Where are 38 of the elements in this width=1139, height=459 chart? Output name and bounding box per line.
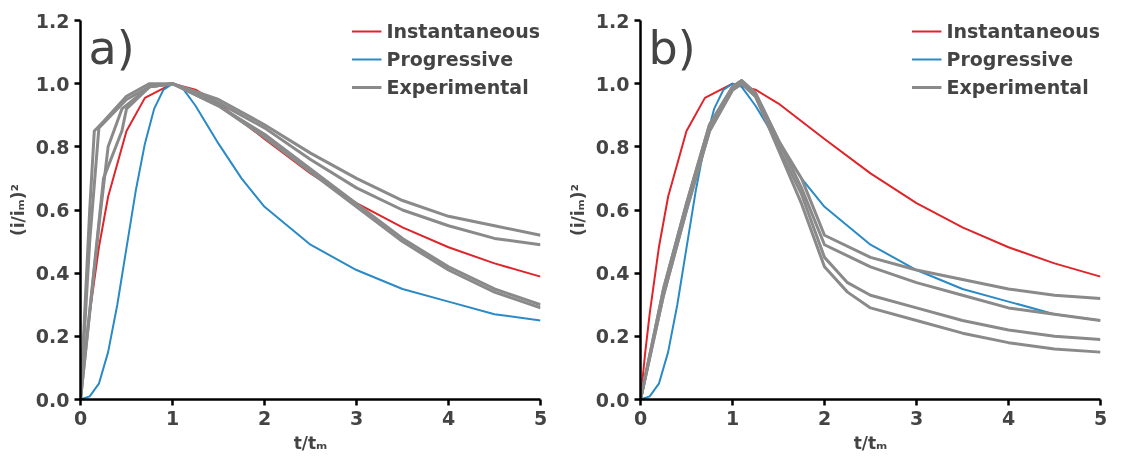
y-tick-label: 1.0 [595,72,630,95]
y-tick-label: 0.4 [595,262,630,285]
y-tick-label: 0.4 [35,262,70,285]
y-tick-label: 0.8 [595,135,630,158]
annotation: b) [648,20,696,75]
legend-label: Instantaneous [946,20,1100,42]
x-tick-label: 2 [257,406,272,429]
y-tick-label: 0.2 [35,325,70,348]
legend-label: Instantaneous [386,20,540,42]
y-tick-label: 1.0 [35,72,70,95]
x-axis-title: t/tₘ [853,432,888,453]
x-tick-label: 5 [1093,406,1108,429]
x-tick-label: 1 [725,406,740,429]
y-axis-title: (i/iₘ)² [7,183,28,237]
y-tick-label: 0.0 [595,388,630,411]
legend-label: Progressive [946,48,1074,70]
x-tick-label: 0 [73,406,88,429]
x-tick-label: 4 [441,406,456,429]
legend-label: Experimental [946,76,1089,98]
x-tick-label: 2 [817,406,832,429]
annotation: a) [88,20,135,75]
legend-label: Progressive [386,48,514,70]
y-tick-label: 0.2 [595,325,630,348]
y-tick-label: 0.6 [35,199,70,221]
x-tick-label: 0 [633,406,648,429]
x-tick-label: 3 [349,406,364,429]
x-tick-label: 5 [533,406,548,429]
y-tick-label: 0.6 [595,199,630,221]
y-tick-label: 0.8 [35,135,70,158]
y-axis-title: (i/iₘ)² [567,183,588,237]
x-tick-label: 1 [165,406,180,429]
y-tick-label: 0.0 [35,388,70,411]
x-tick-label: 3 [909,406,924,429]
x-tick-label: 4 [1001,406,1016,429]
y-tick-label: 1.2 [595,9,630,32]
legend-label: Experimental [386,76,529,98]
y-tick-label: 1.2 [35,9,70,32]
x-axis-title: t/tₘ [293,432,328,453]
